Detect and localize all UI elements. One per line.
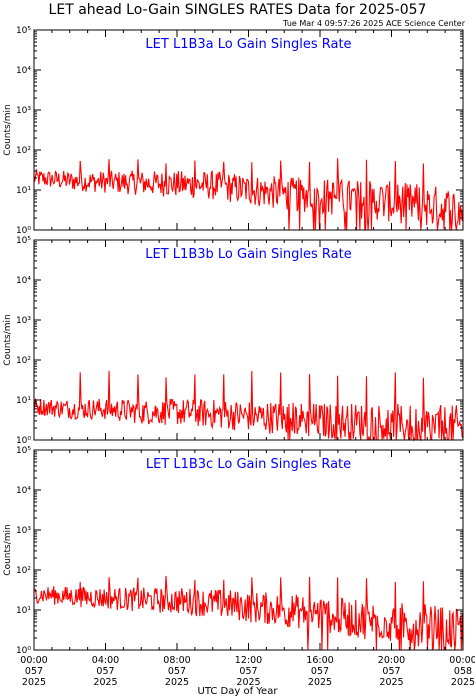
x-tick-label-time: 20:00 [378,655,405,666]
x-tick-label-year: 2025 [451,677,475,688]
x-tick-label-time: 16:00 [306,655,333,666]
y-axis-label: Counts/min [3,524,13,575]
x-tick-label-time: 12:00 [235,655,262,666]
x-tick-label-year: 2025 [308,677,332,688]
x-tick-label-year: 2025 [165,677,189,688]
x-tick-label-time: 00:00 [449,655,475,666]
x-tick-label-doy: 057 [382,666,400,677]
x-tick-label-year: 2025 [379,677,403,688]
y-tick-label: 10² [16,566,31,576]
x-tick-label-doy: 057 [311,666,329,677]
chart-main-title: LET ahead Lo-Gain SINGLES RATES Data for… [48,2,427,18]
panel-title-1: LET L1B3a Lo Gain Singles Rate [145,37,351,52]
y-axis-label: Counts/min [3,104,13,155]
x-tick-label-year: 2025 [22,677,46,688]
data-trace-2 [33,370,464,442]
y-tick-label: 10² [16,146,31,156]
x-tick-label-doy: 057 [168,666,186,677]
y-tick-label: 10⁰ [16,226,31,236]
y-tick-label: 10⁵ [16,236,31,246]
y-tick-label: 10⁰ [16,646,31,656]
y-tick-label: 10³ [16,106,31,116]
y-tick-label: 10⁴ [16,486,31,496]
y-tick-label: 10⁴ [16,66,31,76]
x-tick-label-doy: 058 [454,666,472,677]
y-tick-label: 10¹ [16,396,31,406]
x-tick-label-doy: 057 [239,666,257,677]
x-tick-label-doy: 057 [25,666,43,677]
x-tick-label-time: 04:00 [92,655,119,666]
y-tick-label: 10¹ [16,186,31,196]
data-trace-3 [33,575,464,651]
plot-frame-3 [33,449,464,651]
y-tick-label: 10³ [16,316,31,326]
generation-timestamp: Tue Mar 4 09:57:26 2025 ACE Science Cent… [283,19,465,28]
x-axis-label: UTC Day of Year [197,686,278,697]
y-tick-label: 10⁵ [16,446,31,456]
x-tick-label-time: 08:00 [163,655,190,666]
y-axis-label: Counts/min [3,314,13,365]
panel-title-2: LET L1B3b Lo Gain Singles Rate [145,247,351,262]
x-tick-label-year: 2025 [236,677,260,688]
x-tick-label-year: 2025 [93,677,117,688]
x-tick-label-time: 00:00 [20,655,47,666]
y-tick-label: 10³ [16,526,31,536]
y-tick-label: 10⁰ [16,436,31,446]
data-trace-1 [33,158,464,231]
y-tick-label: 10¹ [16,606,31,616]
panel-title-3: LET L1B3c Lo Gain Singles Rate [146,457,351,472]
x-tick-label-doy: 057 [96,666,114,677]
y-tick-label: 10⁵ [16,26,31,36]
y-tick-label: 10² [16,356,31,366]
y-tick-label: 10⁴ [16,276,31,286]
